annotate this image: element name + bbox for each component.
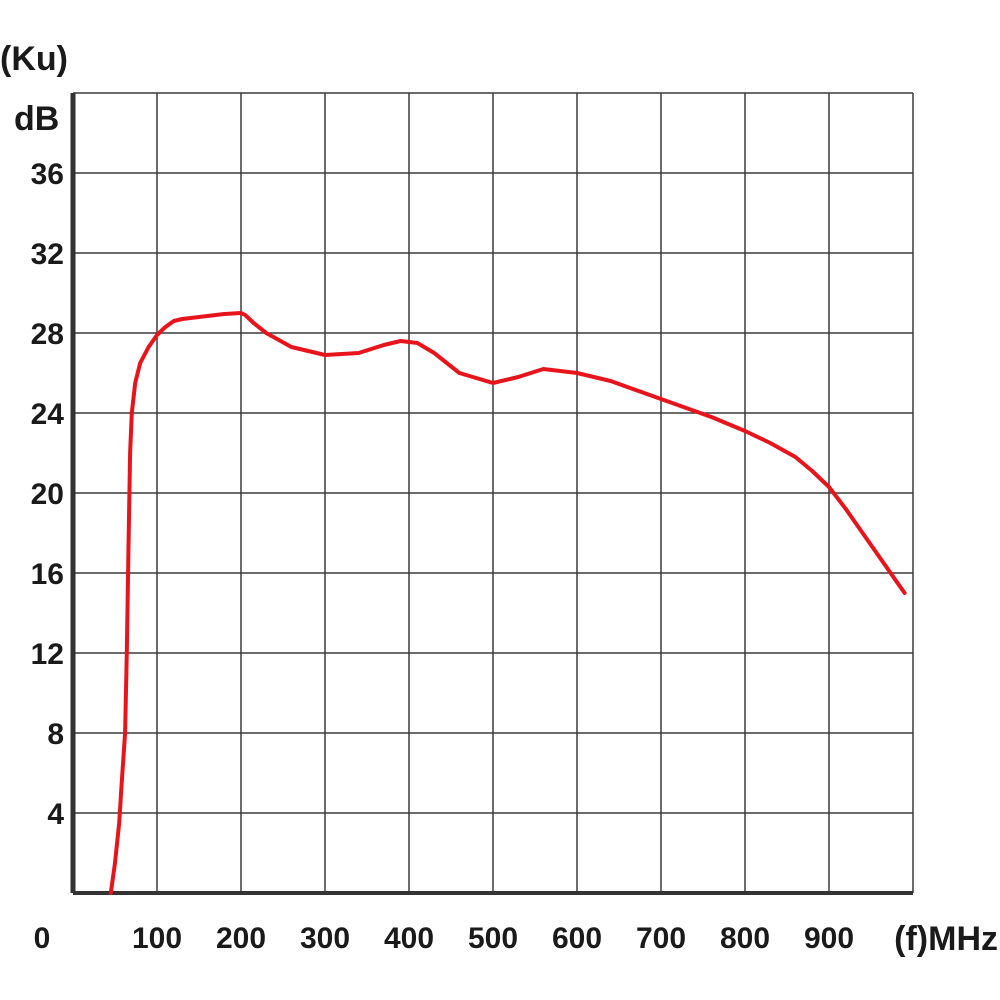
axes xyxy=(70,93,913,895)
x-tick-label: 800 xyxy=(720,922,770,955)
y-axis-label-top: (Ku) xyxy=(0,40,68,78)
y-tick-label: 12 xyxy=(31,638,64,671)
series-group xyxy=(108,311,907,895)
x-zero-label: 0 xyxy=(34,922,51,955)
x-axis-label: (f)MHz xyxy=(894,920,998,958)
x-tick-label: 300 xyxy=(300,922,350,955)
x-tick-label: 100 xyxy=(132,922,182,955)
y-tick-label: 4 xyxy=(47,798,64,831)
y-tick-label: 16 xyxy=(31,558,64,591)
y-tick-label: 24 xyxy=(31,398,65,431)
y-tick-label: 28 xyxy=(31,318,64,351)
y-axis-unit-label: dB xyxy=(14,100,59,138)
x-tick-label: 200 xyxy=(216,922,266,955)
y-tick-label: 36 xyxy=(31,158,64,191)
x-tick-label: 600 xyxy=(552,922,602,955)
x-tick-label: 700 xyxy=(636,922,686,955)
y-tick-label: 8 xyxy=(47,718,64,751)
y-tick-label: 20 xyxy=(31,478,64,511)
grid-lines xyxy=(73,92,914,893)
x-tick-label: 400 xyxy=(384,922,434,955)
x-tick-label: 900 xyxy=(804,922,854,955)
x-tick-label: 500 xyxy=(468,922,518,955)
y-tick-label: 32 xyxy=(31,238,64,271)
series-line xyxy=(108,311,907,895)
tick-labels: 4 8 12 16 20 24 28 32 36 100 200 300 400 500 600 700 800… xyxy=(31,158,854,955)
